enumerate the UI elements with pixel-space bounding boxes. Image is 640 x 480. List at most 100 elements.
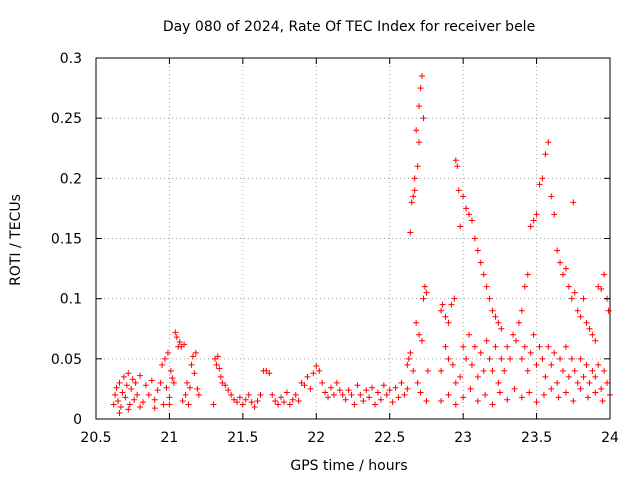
- data-point: [131, 396, 138, 403]
- data-point: [604, 379, 611, 386]
- data-point: [164, 349, 171, 356]
- x-tick-label: 23: [454, 430, 472, 446]
- data-point: [407, 229, 414, 236]
- data-point: [577, 355, 584, 362]
- data-point: [496, 389, 503, 396]
- data-point: [176, 338, 183, 345]
- data-point: [438, 367, 445, 374]
- data-point: [482, 391, 489, 398]
- x-axis-ticks: 20.5 21 21.5 22 22.5 23 23.5 24: [80, 58, 619, 446]
- data-point: [551, 211, 558, 218]
- data-point: [392, 384, 399, 391]
- data-point: [489, 367, 496, 374]
- data-point: [601, 367, 608, 374]
- data-point: [248, 399, 255, 406]
- data-point: [438, 397, 445, 404]
- data-point: [501, 367, 508, 374]
- data-point: [182, 391, 189, 398]
- data-point: [169, 375, 176, 382]
- data-point: [577, 313, 584, 320]
- data-point: [420, 115, 427, 122]
- data-point: [492, 313, 499, 320]
- data-point: [452, 401, 459, 408]
- data-point: [189, 353, 196, 360]
- data-point: [586, 379, 593, 386]
- data-point: [413, 319, 420, 326]
- data-point: [122, 394, 129, 401]
- data-point: [416, 103, 423, 110]
- data-point: [507, 355, 514, 362]
- x-axis-label: GPS time / hours: [290, 458, 407, 474]
- data-point: [545, 343, 552, 350]
- data-point: [191, 370, 198, 377]
- data-point: [468, 361, 475, 368]
- data-point: [513, 337, 520, 344]
- data-point: [173, 334, 180, 341]
- data-point: [254, 397, 261, 404]
- y-tick-label: 0.3: [60, 51, 82, 67]
- data-point: [467, 385, 474, 392]
- data-point: [389, 399, 396, 406]
- data-point: [423, 397, 430, 404]
- data-point: [289, 396, 296, 403]
- data-point: [157, 379, 164, 386]
- data-point: [116, 379, 123, 386]
- data-point: [486, 295, 493, 302]
- data-points: [110, 73, 613, 416]
- data-point: [504, 343, 511, 350]
- data-point: [148, 377, 155, 384]
- data-point: [283, 389, 290, 396]
- data-point: [420, 295, 427, 302]
- data-point: [526, 389, 533, 396]
- data-point: [395, 394, 402, 401]
- data-point: [125, 370, 132, 377]
- x-tick-label: 21: [161, 430, 179, 446]
- data-point: [539, 355, 546, 362]
- x-tick-label: 22.5: [374, 430, 405, 446]
- data-point: [413, 127, 420, 134]
- data-point: [184, 379, 191, 386]
- data-point: [195, 391, 202, 398]
- data-point: [492, 343, 499, 350]
- data-point: [570, 397, 577, 404]
- data-point: [345, 387, 352, 394]
- data-point: [160, 401, 167, 408]
- data-point: [310, 370, 317, 377]
- data-point: [474, 397, 481, 404]
- data-point: [372, 401, 379, 408]
- data-point: [129, 376, 136, 383]
- data-point: [474, 373, 481, 380]
- data-point: [275, 401, 282, 408]
- data-point: [480, 367, 487, 374]
- data-point: [172, 329, 179, 336]
- data-point: [280, 399, 287, 406]
- data-point: [548, 193, 555, 200]
- data-point: [339, 391, 346, 398]
- data-point: [216, 365, 223, 372]
- data-point: [179, 397, 186, 404]
- data-point: [598, 286, 605, 293]
- data-point: [498, 355, 505, 362]
- data-point: [380, 382, 387, 389]
- data-point: [316, 367, 323, 374]
- data-point: [132, 379, 139, 386]
- y-tick-label: 0.2: [60, 171, 82, 187]
- data-point: [383, 391, 390, 398]
- data-point: [518, 394, 525, 401]
- data-point: [466, 331, 473, 338]
- data-point: [166, 401, 173, 408]
- data-point: [589, 367, 596, 374]
- data-point: [269, 391, 276, 398]
- data-point: [554, 379, 561, 386]
- data-point: [592, 337, 599, 344]
- data-point: [137, 372, 144, 379]
- data-point: [536, 181, 543, 188]
- data-point: [145, 391, 152, 398]
- data-point: [548, 385, 555, 392]
- data-point: [342, 396, 349, 403]
- data-point: [498, 325, 505, 332]
- x-tick-label: 22: [307, 430, 325, 446]
- data-point: [348, 391, 355, 398]
- data-point: [568, 295, 575, 302]
- data-point: [589, 331, 596, 338]
